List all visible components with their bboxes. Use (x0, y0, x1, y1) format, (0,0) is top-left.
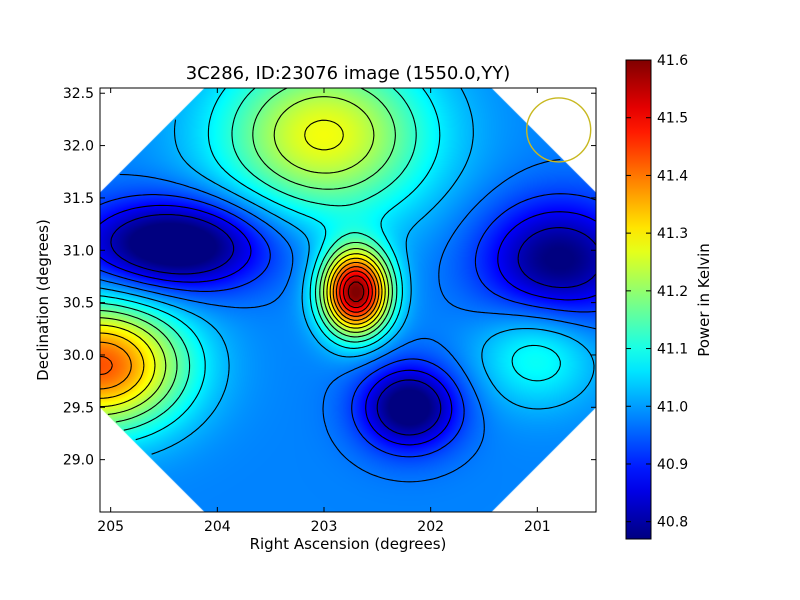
colorbar-tick-label: 40.8 (657, 515, 688, 531)
x-tick-label: 204 (204, 519, 231, 535)
colorbar-ticks: 40.8 40.9 41.0 41.1 41.2 41.3 41.4 41.5 41.6 (626, 53, 688, 531)
colorbar-tick-label: 41.0 (657, 399, 688, 415)
chart-title: 3C286, ID:23076 image (1550.0,YY) (186, 63, 511, 84)
x-tick-label: 201 (524, 519, 551, 535)
contour-line (342, 275, 370, 309)
y-tick-label: 29.5 (63, 400, 94, 416)
x-tick-label: 203 (311, 519, 338, 535)
y-tick-label: 29.0 (63, 453, 94, 469)
contour-line (100, 257, 383, 399)
contour-line (100, 96, 390, 415)
y-tick-label: 32.0 (63, 139, 94, 155)
contour-line (100, 204, 596, 446)
colorbar-tick-label: 40.9 (657, 457, 688, 473)
contour-line (100, 88, 396, 423)
x-tick-label: 205 (97, 519, 124, 535)
contour-line (347, 281, 365, 303)
plot-frame (99, 87, 597, 513)
contour-lines (100, 88, 596, 483)
colorbar-tick-label: 41.1 (657, 342, 688, 358)
colorbar-tick-label: 41.5 (657, 111, 688, 127)
colorbar-tick-label: 41.6 (657, 53, 688, 69)
x-axis-label: Right Ascension (degrees) (250, 535, 447, 553)
y-axis-ticks: 29.0 29.5 30.0 30.5 31.0 31.5 32.0 32.5 (63, 86, 596, 469)
contour-line (100, 88, 561, 441)
contour-line (100, 88, 417, 431)
y-axis-label: Declination (degrees) (34, 219, 52, 381)
y-tick-label: 31.5 (63, 191, 94, 207)
x-tick-label: 202 (417, 519, 444, 535)
contour-line (100, 261, 380, 390)
contour-line (100, 119, 386, 408)
y-tick-label: 30.0 (63, 348, 94, 364)
contour-line (339, 270, 373, 313)
beam-circle (526, 97, 592, 163)
y-tick-label: 31.0 (63, 243, 94, 259)
colorbar-tick-label: 41.3 (657, 226, 688, 242)
x-axis-ticks: 205 204 203 202 201 (97, 88, 551, 535)
colorbar-gradient (625, 59, 652, 540)
colorbar-tick-label: 41.4 (657, 168, 688, 184)
heatmap-image (100, 88, 596, 512)
contour-line (110, 213, 596, 436)
contour-line (100, 158, 596, 483)
colorbar-label: Power in Kelvin (695, 243, 713, 357)
y-tick-label: 32.5 (63, 86, 94, 102)
plot-area: 205 204 203 202 201 29.0 29.5 30.0 30.5 31.0 31.5… (63, 86, 597, 535)
colorbar-tick-label: 41.2 (657, 284, 688, 300)
contour-line (100, 193, 596, 458)
colorbar: 40.8 40.9 41.0 41.1 41.2 41.3 41.4 41.5 41.6 Pow… (625, 53, 713, 540)
y-tick-label: 30.5 (63, 296, 94, 312)
contour-line (100, 266, 377, 376)
